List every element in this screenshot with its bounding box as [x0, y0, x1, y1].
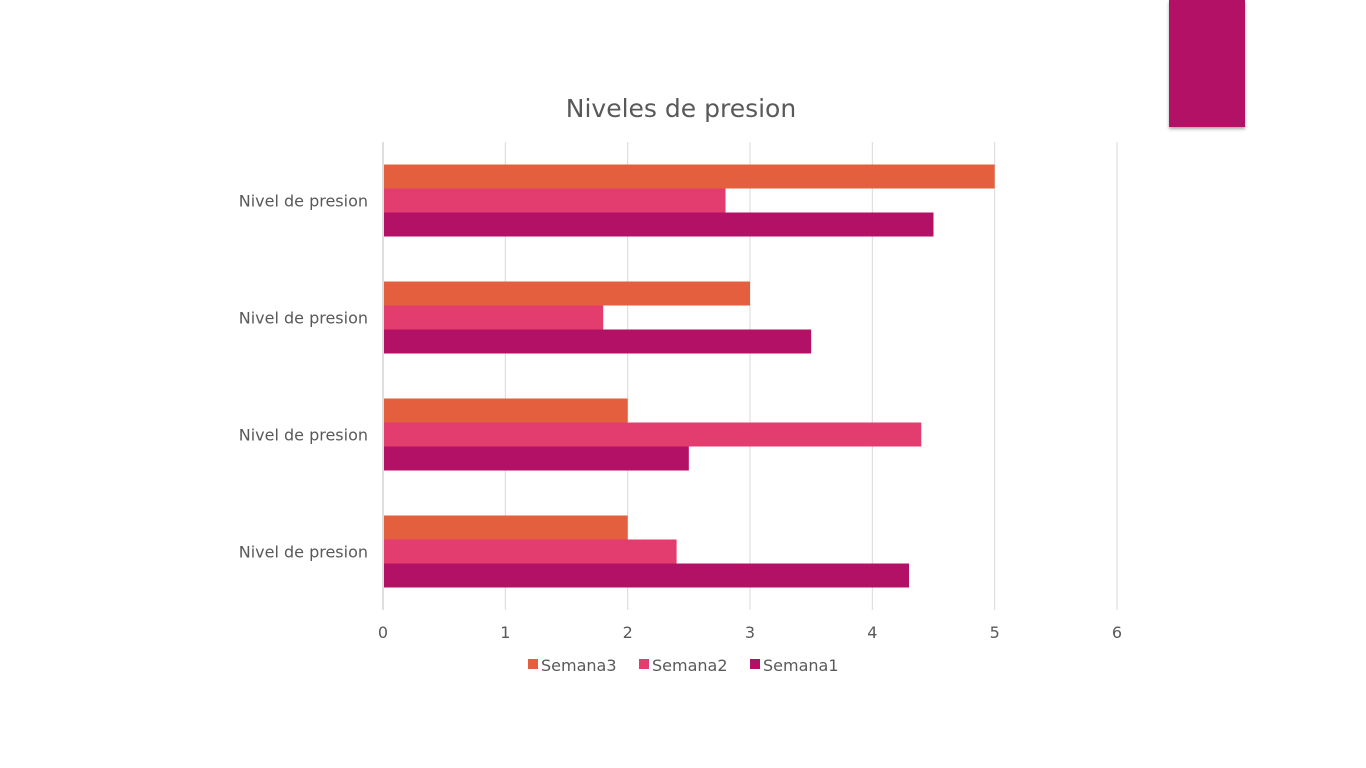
x-tick-label: 0 [378, 623, 388, 642]
accent-tab [1169, 0, 1245, 127]
legend-label-semana2: Semana2 [652, 656, 728, 675]
bar-semana2-cat-1 [384, 188, 726, 213]
legend: Semana3 Semana2 Semana1 [528, 656, 839, 675]
x-tick-label: 5 [990, 623, 1000, 642]
x-tick-label: 1 [500, 623, 510, 642]
x-tick-label: 4 [867, 623, 877, 642]
bar-semana1-cat-3 [384, 446, 689, 471]
chart-title: Niveles de presion [566, 94, 796, 123]
x-tick-label: 6 [1112, 623, 1122, 642]
x-tick-label: 3 [745, 623, 755, 642]
x-tick-label: 2 [623, 623, 633, 642]
tick-labels: 0 1 2 3 4 5 6 [378, 623, 1122, 642]
bars [384, 164, 995, 588]
bar-semana3-cat-3 [384, 398, 628, 423]
bar-semana2-cat-2 [384, 305, 604, 330]
legend-swatch-semana1 [750, 659, 760, 669]
bar-semana2-cat-3 [384, 422, 922, 447]
legend-swatch-semana2 [639, 659, 649, 669]
bar-semana1-cat-1 [384, 212, 934, 237]
bar-semana1-cat-4 [384, 563, 910, 588]
category-label: Nivel de presion [239, 543, 368, 562]
legend-label-semana1: Semana1 [763, 656, 839, 675]
bar-semana3-cat-4 [384, 515, 628, 540]
bar-semana3-cat-2 [384, 281, 750, 306]
category-labels: Nivel de presion Nivel de presion Nivel de… [239, 192, 368, 562]
bar-semana2-cat-4 [384, 539, 677, 564]
category-label: Nivel de presion [239, 309, 368, 328]
legend-label-semana3: Semana3 [541, 656, 617, 675]
category-label: Nivel de presion [239, 192, 368, 211]
bar-semana3-cat-1 [384, 164, 995, 189]
legend-swatch-semana3 [528, 659, 538, 669]
bar-semana1-cat-2 [384, 329, 812, 354]
category-label: Nivel de presion [239, 426, 368, 445]
